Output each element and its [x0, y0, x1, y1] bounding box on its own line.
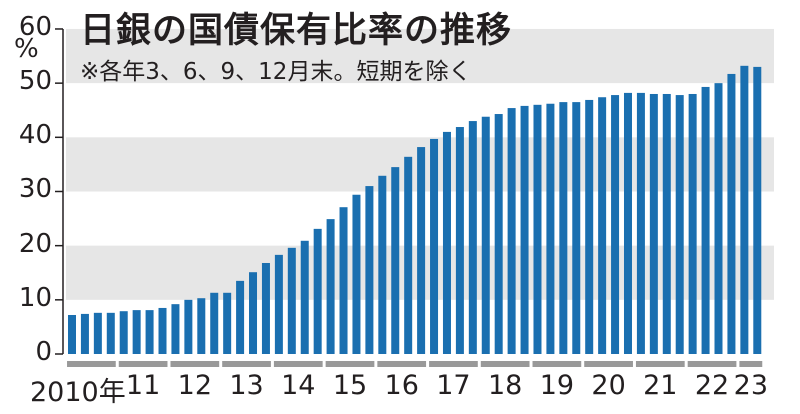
bar — [404, 156, 413, 354]
x-tick-label: 22 — [694, 370, 730, 401]
year-segment — [687, 361, 737, 367]
bar — [533, 104, 542, 355]
bar — [300, 240, 309, 354]
bar — [119, 311, 128, 354]
bar — [507, 108, 516, 354]
year-segment — [170, 361, 220, 367]
chart-subtitle: ※各年3、6、9、12月末。短期を除く — [80, 59, 472, 85]
bar — [261, 262, 270, 354]
bar — [313, 228, 322, 354]
y-tick-label: 60 — [18, 11, 52, 42]
bar — [210, 292, 219, 354]
bar — [249, 272, 258, 354]
year-segment — [584, 361, 633, 367]
year-segment — [67, 361, 116, 367]
bar — [236, 280, 245, 354]
year-segment — [480, 361, 530, 367]
bar — [572, 102, 581, 354]
bar — [339, 207, 348, 354]
x-tick-label: 15 — [332, 370, 368, 401]
bar — [623, 92, 632, 354]
bar — [559, 102, 568, 354]
x-tick-label: 14 — [281, 370, 316, 401]
x-tick-label: 16 — [384, 370, 419, 401]
bar — [417, 147, 426, 354]
bar — [481, 116, 490, 354]
bar — [68, 314, 76, 354]
bar — [197, 298, 206, 354]
bar — [546, 103, 555, 355]
bar — [365, 186, 374, 354]
y-tick-label: 0 — [35, 337, 52, 367]
bar — [740, 65, 749, 354]
y-tick-label: 30 — [18, 174, 52, 205]
x-tick-label: 20 — [591, 370, 626, 401]
x-tick-label: 19 — [539, 370, 575, 401]
bar — [611, 95, 620, 355]
bar — [585, 99, 594, 354]
year-segment — [325, 361, 375, 367]
bar — [106, 312, 115, 354]
bar — [132, 310, 141, 354]
bar — [598, 97, 607, 355]
year-segment — [532, 361, 582, 367]
bar — [636, 92, 645, 354]
bar — [662, 93, 671, 354]
bar — [649, 93, 658, 354]
bar — [274, 254, 283, 354]
year-segment — [118, 361, 168, 367]
y-tick-label: 20 — [18, 228, 52, 259]
bar — [430, 138, 439, 354]
year-segment — [222, 361, 271, 367]
bar — [287, 247, 296, 354]
x-tick-label: 2010年 — [30, 377, 126, 408]
bar — [80, 313, 89, 354]
bar — [455, 127, 464, 354]
bar — [727, 73, 736, 354]
y-tick-label: 40 — [18, 120, 52, 151]
year-segment — [273, 361, 323, 367]
year-segment — [429, 361, 478, 367]
x-tick-label: 12 — [177, 370, 212, 401]
bar — [688, 93, 697, 354]
bar — [701, 86, 710, 355]
bar — [442, 131, 451, 354]
bar — [753, 66, 762, 355]
year-segment — [377, 361, 427, 367]
bar — [378, 175, 387, 354]
x-tick-label: 17 — [436, 370, 471, 401]
x-tick-label: 21 — [643, 370, 678, 401]
grid-band — [66, 28, 774, 84]
bar — [468, 121, 477, 354]
bar — [391, 167, 400, 354]
chart-title: 日銀の国債保有比率の推移 — [80, 11, 513, 51]
bar — [93, 312, 102, 354]
y-axis-unit: % — [14, 34, 39, 64]
x-tick-label: 23 — [733, 370, 768, 401]
bar — [145, 310, 154, 354]
y-tick-label: 10 — [18, 282, 52, 313]
bar — [223, 292, 232, 354]
x-tick-label: 18 — [487, 370, 523, 401]
bar — [714, 83, 723, 355]
bar — [675, 95, 684, 355]
x-tick-label: 13 — [229, 370, 264, 401]
bar — [171, 304, 180, 354]
bar — [520, 105, 529, 354]
bar — [352, 194, 361, 354]
x-tick-label: 11 — [125, 370, 161, 401]
y-tick-label: 50 — [18, 66, 52, 97]
bar — [184, 299, 193, 354]
bar — [494, 114, 503, 354]
year-segment — [635, 361, 685, 367]
bar — [158, 307, 167, 354]
year-segment — [739, 361, 763, 367]
bar — [326, 219, 335, 354]
